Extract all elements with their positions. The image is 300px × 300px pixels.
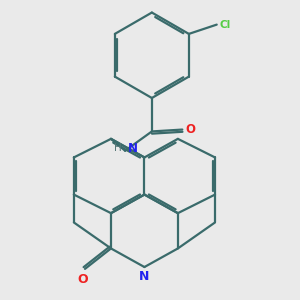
Text: O: O (78, 273, 88, 286)
Text: Cl: Cl (219, 20, 231, 30)
Text: N: N (128, 142, 138, 154)
Text: O: O (185, 123, 195, 136)
Text: H: H (114, 143, 122, 153)
Text: N: N (139, 270, 150, 283)
